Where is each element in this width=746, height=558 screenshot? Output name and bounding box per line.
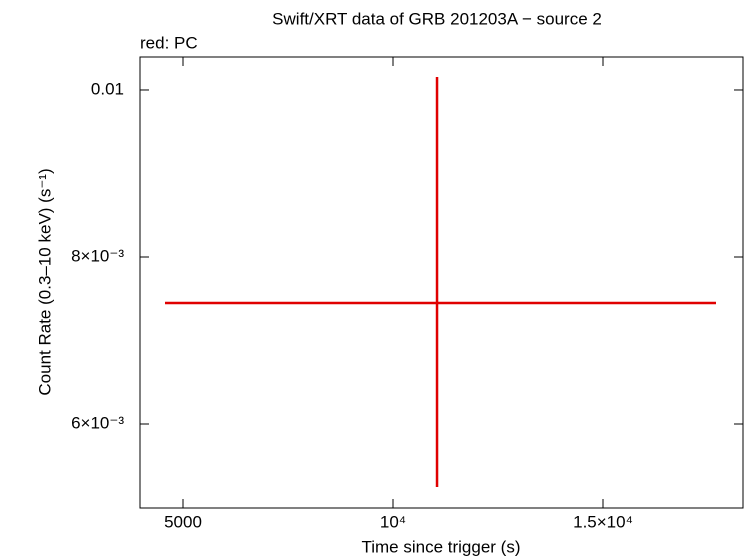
annotation: red: PC	[140, 33, 198, 52]
y-axis-label: Count Rate (0.3–10 keV) (s⁻¹)	[35, 168, 54, 395]
x-tick-label: 5000	[164, 512, 202, 531]
plot-frame	[139, 56, 744, 509]
y-tick-label: 8×10⁻³	[71, 246, 124, 265]
x-tick-label: 10⁴	[380, 512, 406, 531]
x-axis-label: Time since trigger (s)	[361, 537, 520, 556]
y-tick-label: 6×10⁻³	[71, 413, 124, 432]
x-tick-label: 1.5×10⁴	[573, 512, 633, 531]
y-tick-label: 0.01	[91, 79, 124, 98]
chart-title: Swift/XRT data of GRB 201203A − source 2	[272, 9, 602, 28]
